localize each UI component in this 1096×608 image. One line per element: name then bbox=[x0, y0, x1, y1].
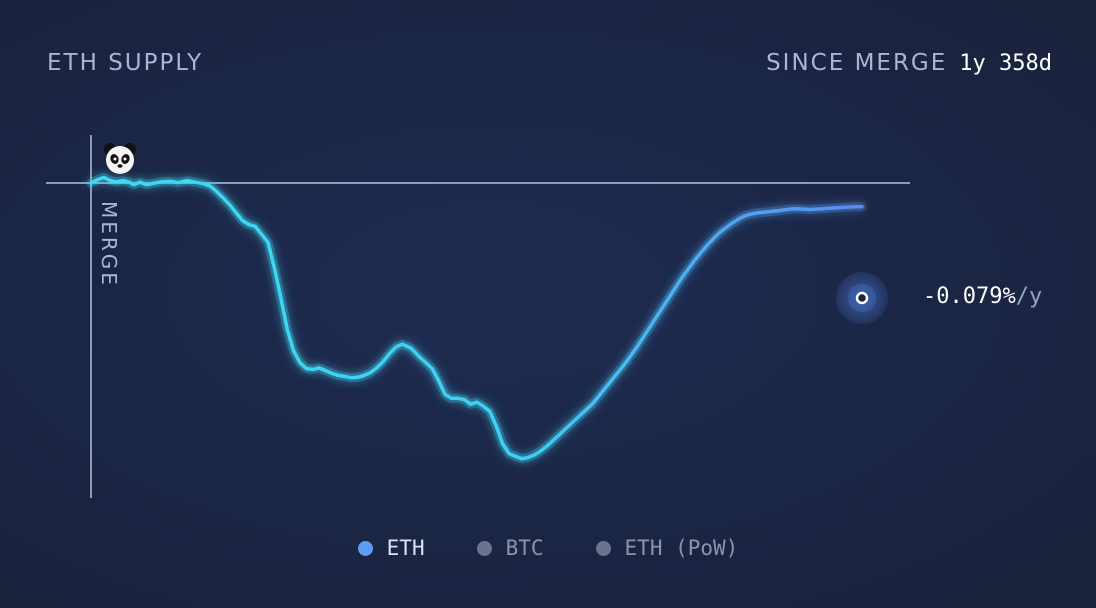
legend-dot-btc bbox=[476, 540, 492, 556]
supply-rate-unit: /y bbox=[1015, 284, 1043, 309]
panda-icon bbox=[104, 143, 136, 174]
legend-label-eth: ETH bbox=[386, 536, 425, 560]
legend-item-btc[interactable]: BTC bbox=[476, 536, 544, 560]
since-merge-header: SINCE MERGE 1y 358d bbox=[766, 50, 1052, 76]
legend-label-eth-pow: ETH (PoW) bbox=[624, 536, 739, 560]
legend-dot-eth-pow bbox=[595, 540, 611, 556]
eth-series-line[interactable] bbox=[89, 175, 864, 461]
since-merge-label: SINCE MERGE bbox=[766, 50, 948, 76]
since-merge-duration: 1y 358d bbox=[959, 51, 1052, 76]
supply-rate-value: -0.079% bbox=[923, 284, 1016, 309]
merge-label: MERGE bbox=[97, 201, 121, 288]
eth-series-glow bbox=[86, 173, 867, 464]
supply-rate: -0.079%/y bbox=[923, 284, 1042, 309]
legend-item-eth[interactable]: ETH bbox=[357, 536, 425, 560]
chart-title: ETH SUPPLY bbox=[47, 50, 204, 76]
legend-dot-eth bbox=[357, 540, 373, 556]
legend-item-eth-pow[interactable]: ETH (PoW) bbox=[595, 536, 739, 560]
end-point-dot[interactable] bbox=[855, 291, 869, 305]
chart-legend: ETH BTC ETH (PoW) bbox=[0, 536, 1096, 560]
legend-label-btc: BTC bbox=[505, 536, 544, 560]
